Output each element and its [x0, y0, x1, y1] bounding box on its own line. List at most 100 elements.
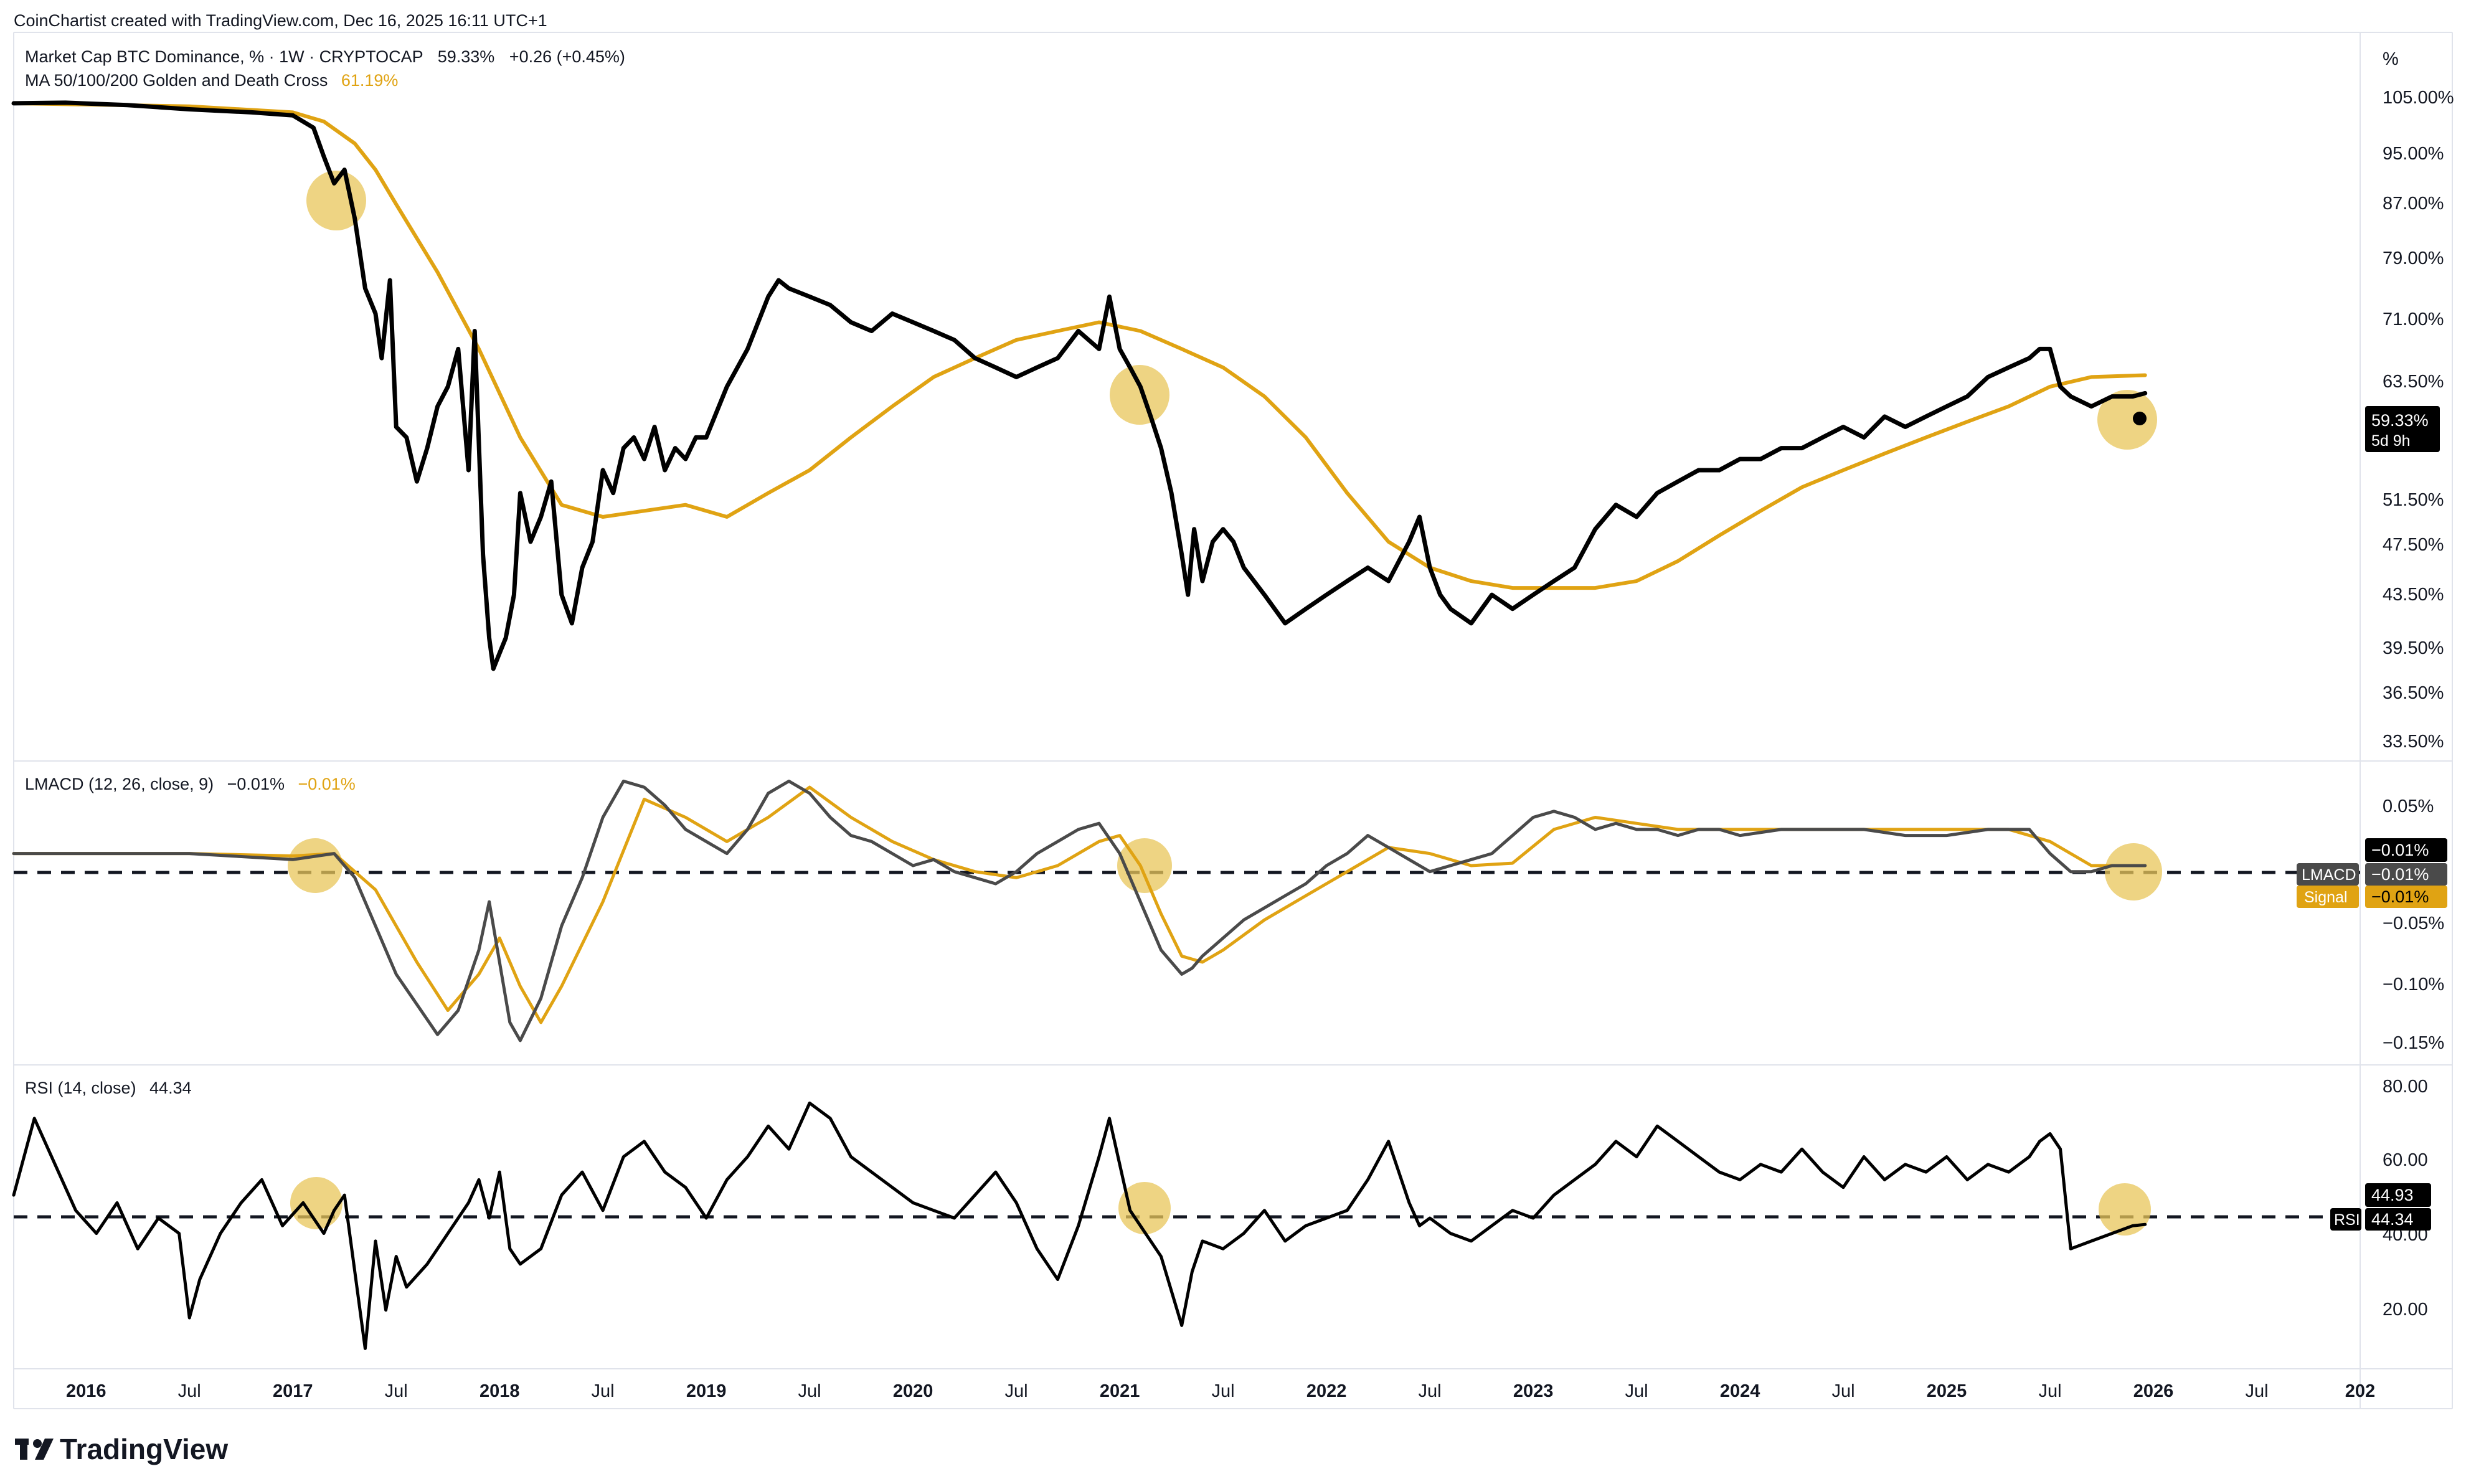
time-axis-label: 2023 — [1513, 1381, 1554, 1401]
rsi-legend-value: 44.34 — [149, 1079, 192, 1097]
series-line-rsi — [12, 1101, 2147, 1350]
time-axis-label: Jul — [1831, 1381, 1854, 1401]
rsi-tags: 44.93 RSI 44.34 — [2330, 1183, 2431, 1231]
ma-legend[interactable]: MA 50/100/200 Golden and Death Cross 61.… — [25, 71, 398, 90]
lmacd-value-tag-bg — [2365, 863, 2447, 886]
time-axis-label: 2022 — [1306, 1381, 1347, 1401]
time-axis-label: Jul — [1005, 1381, 1028, 1401]
main-price-axis[interactable]: 105.00% 95.00% 87.00% 79.00% 71.00% 63.5… — [2383, 88, 2454, 752]
main-tick: 79.00% — [2383, 248, 2444, 268]
series-line-ma-50-100-200 — [12, 101, 2147, 590]
rsi-name-tag-bg — [2330, 1208, 2361, 1231]
lmacd-tick: −0.15% — [2383, 1033, 2444, 1053]
lmacd-legend-label: LMACD (12, 26, close, 9) — [25, 775, 214, 793]
highlight-circle — [1110, 365, 1169, 425]
created-by-text: CoinChartist created with TradingView.co… — [14, 11, 547, 30]
main-legend[interactable]: Market Cap BTC Dominance, % · 1W · CRYPT… — [25, 47, 625, 66]
time-axis-label: Jul — [2245, 1381, 2268, 1401]
rsi-legend[interactable]: RSI (14, close) 44.34 — [25, 1079, 192, 1097]
time-axis-label: 2025 — [1927, 1381, 1967, 1401]
main-tick: 47.50% — [2383, 535, 2444, 555]
lmacd-legend[interactable]: LMACD (12, 26, close, 9) −0.01% −0.01% — [25, 775, 356, 793]
main-tick: 51.50% — [2383, 490, 2444, 510]
lmacd-name-tag-bg — [2297, 863, 2359, 886]
ma-legend-label: MA 50/100/200 Golden and Death Cross — [25, 71, 328, 90]
signal-value-tag: −0.01% — [2371, 887, 2429, 906]
price-tag-value: 59.33% — [2371, 411, 2429, 430]
highlight-circle — [2099, 1183, 2151, 1236]
tradingview-logo[interactable]: TradingView — [15, 1433, 228, 1465]
highlight-circle — [288, 838, 342, 893]
lmacd-top-tag: −0.01% — [2371, 841, 2429, 859]
last-price-dot — [2133, 412, 2147, 425]
main-legend-symbol: Market Cap BTC Dominance, % · 1W · CRYPT… — [25, 47, 423, 66]
time-axis-label: 2016 — [66, 1381, 106, 1401]
unit-label: % — [2383, 49, 2399, 69]
main-legend-value: 59.33% — [438, 47, 495, 66]
rsi-tick: 20.00 — [2383, 1300, 2428, 1320]
series-line-lmacd — [12, 779, 2147, 1042]
highlight-circle — [1118, 1182, 1171, 1234]
time-axis-label: Jul — [1419, 1381, 1442, 1401]
signal-value-tag-bg — [2365, 886, 2447, 908]
time-axis-label: 2020 — [893, 1381, 933, 1401]
lmacd-axis[interactable]: 0.05% −0.05% −0.10% −0.15% — [2383, 796, 2444, 1053]
lmacd-value-tag: −0.01% — [2371, 865, 2429, 884]
main-tick: 63.50% — [2383, 372, 2444, 392]
time-axis-label: 2018 — [479, 1381, 520, 1401]
time-axis-label: Jul — [2038, 1381, 2061, 1401]
price-tag-bg — [2365, 406, 2440, 452]
series-line-market-cap-btc-dominance — [11, 100, 2148, 671]
main-tick: 39.50% — [2383, 638, 2444, 658]
rsi-legend-label: RSI (14, close) — [25, 1079, 136, 1097]
time-axis-label: Jul — [798, 1381, 821, 1401]
highlight-circle — [2105, 843, 2162, 900]
lmacd-legend-value1: −0.01% — [227, 775, 285, 793]
highlight-circle — [290, 1177, 342, 1229]
tradingview-logo-text: TradingView — [60, 1433, 228, 1465]
time-axis-label: 2024 — [1720, 1381, 1760, 1401]
lmacd-tick: −0.10% — [2383, 975, 2444, 995]
price-tag: 59.33% 5d 9h — [2365, 406, 2440, 452]
time-axis-label: 202 — [2345, 1381, 2375, 1401]
main-tick: 71.00% — [2383, 310, 2444, 329]
lmacd-tick: −0.05% — [2383, 914, 2444, 933]
time-axis-label: Jul — [178, 1381, 201, 1401]
highlight-circle — [306, 171, 366, 230]
main-tick: 36.50% — [2383, 683, 2444, 703]
lmacd-top-tag-bg — [2365, 838, 2447, 862]
rsi-value-tag: 44.34 — [2371, 1210, 2414, 1229]
time-axis-label: 2026 — [2133, 1381, 2174, 1401]
ma-legend-value: 61.19% — [341, 71, 399, 90]
highlight-circle — [2097, 390, 2157, 450]
rsi-tick: 60.00 — [2383, 1150, 2428, 1170]
time-axis[interactable]: 2016 Jul 2017 Jul 2018 Jul 2019 Jul 2020 Jul 2021 J… — [66, 1381, 2375, 1401]
rsi-top-tag: 44.93 — [2371, 1186, 2414, 1204]
signal-name-tag-bg — [2297, 886, 2359, 908]
lmacd-name-tag: LMACD — [2302, 866, 2356, 884]
rsi-name-tag: RSI — [2334, 1211, 2360, 1229]
time-axis-label: Jul — [1212, 1381, 1235, 1401]
price-tag-countdown: 5d 9h — [2371, 432, 2411, 450]
rsi-value-tag-bg — [2365, 1208, 2431, 1231]
main-tick: 95.00% — [2383, 144, 2444, 164]
time-axis-label: Jul — [385, 1381, 408, 1401]
main-tick: 43.50% — [2383, 585, 2444, 605]
main-tick: 105.00% — [2383, 88, 2454, 108]
time-axis-label: 2017 — [273, 1381, 313, 1401]
main-tick: 33.50% — [2383, 732, 2444, 752]
highlight-markers — [288, 171, 2162, 1236]
main-legend-change: +0.26 (+0.45%) — [509, 47, 625, 66]
time-axis-label: Jul — [592, 1381, 615, 1401]
main-tick: 87.00% — [2383, 194, 2444, 214]
tradingview-logo-icon — [15, 1439, 54, 1460]
rsi-top-tag-bg — [2365, 1183, 2431, 1207]
rsi-tick: 80.00 — [2383, 1077, 2428, 1097]
time-axis-label: Jul — [1625, 1381, 1648, 1401]
signal-name-tag: Signal — [2304, 889, 2348, 906]
lmacd-tags: −0.01% LMACD −0.01% Signal −0.01% — [2297, 838, 2447, 908]
lmacd-legend-value2: −0.01% — [298, 775, 355, 793]
lmacd-tick: 0.05% — [2383, 796, 2434, 816]
